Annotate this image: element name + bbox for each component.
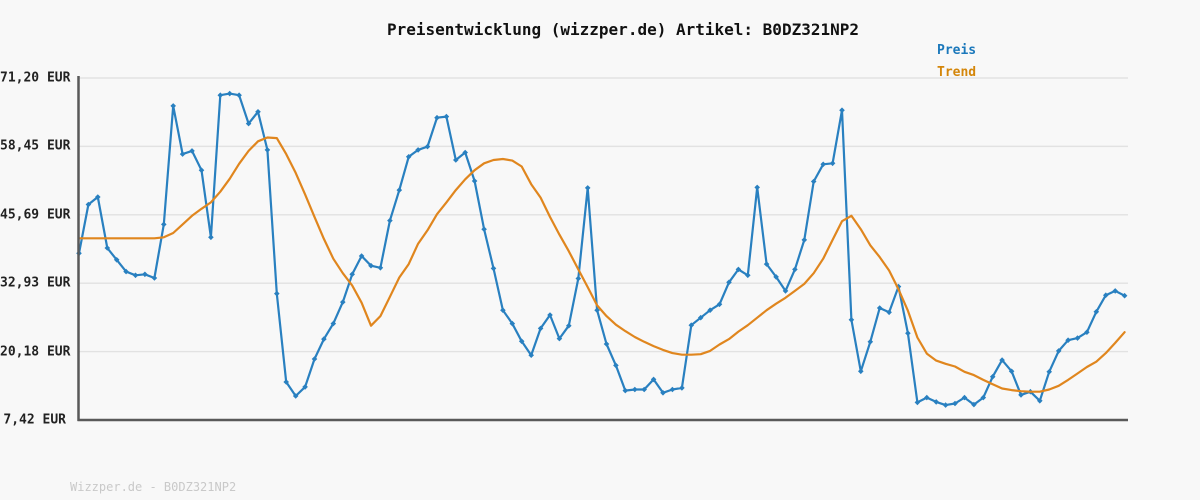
legend: Preis Trend — [937, 40, 976, 84]
y-axis-tick-label: 7,42 EUR — [3, 412, 66, 428]
y-axis-tick-label: 32,93 EUR — [0, 275, 71, 291]
preis-line — [77, 92, 1126, 407]
series-lines — [76, 90, 1128, 408]
y-axis-tick-label: 45,69 EUR — [0, 207, 71, 223]
legend-item-trend: Trend — [937, 65, 977, 80]
page-title: Preisentwicklung (wizzper.de) Artikel: B… — [386, 20, 860, 39]
axes — [77, 76, 1128, 422]
y-axis-tick-label: 58,45 EUR — [0, 138, 71, 154]
y-axis-tick-label: 20,18 EUR — [0, 344, 71, 360]
trend-line — [77, 136, 1126, 393]
y-axis-tick-label: 71,20 EUR — [0, 70, 71, 86]
legend-item-preis: Preis — [937, 43, 977, 58]
gridlines — [78, 77, 1128, 353]
preis-markers — [76, 90, 1128, 408]
watermark-text: Wizzper.de - B0DZ321NP2 — [70, 480, 237, 494]
